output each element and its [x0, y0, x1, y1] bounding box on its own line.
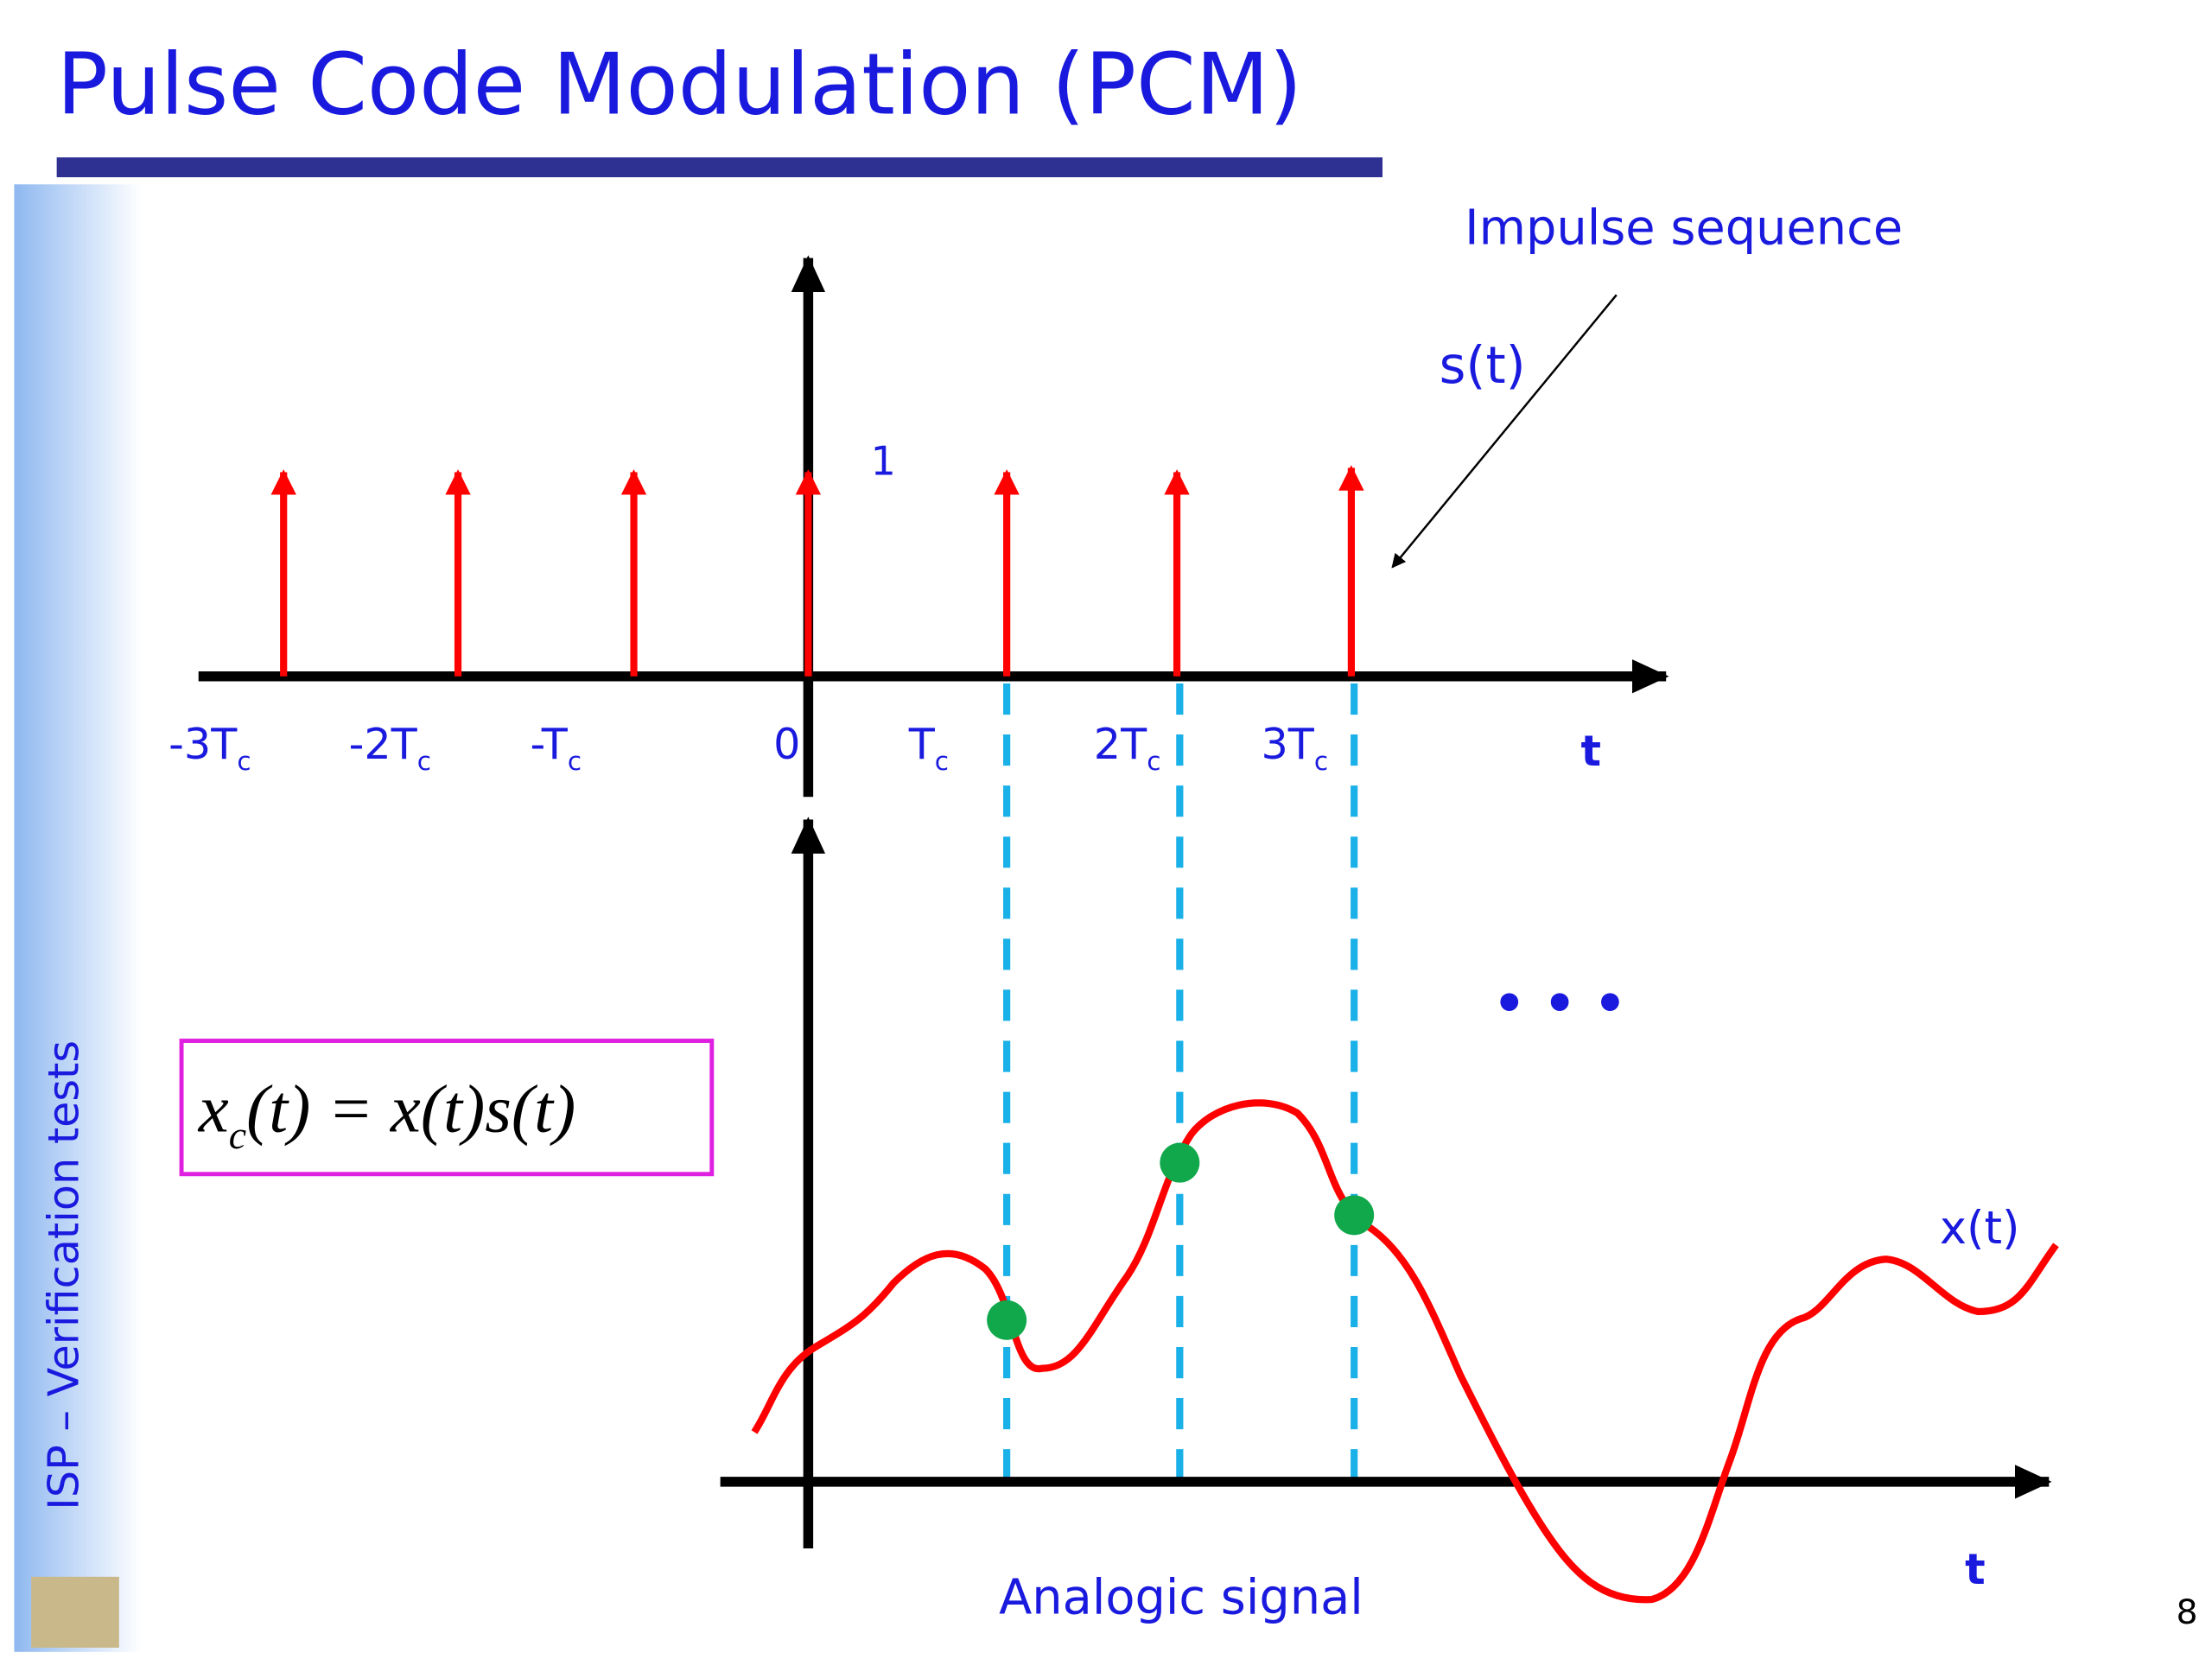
tick-sub: c	[417, 747, 431, 776]
sample-guides	[1003, 683, 1358, 1478]
tick-label: -Tc	[531, 719, 582, 776]
signal-label: s(t)	[1440, 335, 1526, 395]
tick-sub: c	[568, 747, 582, 776]
equation: xc(t) = x(t)s(t)	[198, 1072, 575, 1158]
page-number: 8	[2177, 1592, 2198, 1632]
axis-label: t	[1580, 726, 1601, 776]
analog-signal	[751, 1099, 2059, 1604]
tick-sub: c	[237, 747, 251, 776]
axis-label: t	[1965, 1544, 1986, 1594]
sidebar	[14, 184, 143, 1652]
annotation-arrow	[1391, 294, 1618, 569]
top-plot: -3Tc -2Tc -Tc 0 Tc 2Tc 3Tc t 1 s(t) Impulse se…	[168, 200, 1903, 798]
sample-point	[1334, 1195, 1375, 1236]
tick-sub: c	[1314, 747, 1328, 776]
title: Pulse Code Modulation (PCM)	[57, 35, 1302, 134]
title-bar	[56, 157, 1383, 178]
equation-lhs: x	[198, 1072, 229, 1147]
tick-label: 2Tc	[1094, 719, 1161, 776]
tick-label: -2Tc	[349, 719, 431, 776]
caption: Analogic signal	[999, 1569, 1363, 1625]
tick-main: T	[908, 719, 936, 769]
amplitude-label: 1	[871, 438, 896, 485]
annotation: Impulse sequence	[1465, 200, 1903, 256]
equation-box	[179, 1039, 715, 1177]
bottom-plot: • • • x(t) t Analogic signal	[720, 817, 2059, 1625]
tick-main: 0	[773, 719, 800, 769]
tick-main: 3T	[1261, 719, 1314, 769]
logo	[31, 1576, 119, 1648]
equation-rhs: (t) = x(t)s(t)	[246, 1072, 575, 1147]
sample-point	[987, 1300, 1027, 1340]
tick-label: 0	[773, 719, 800, 769]
sample-point	[1160, 1142, 1200, 1183]
signal-label: x(t)	[1940, 1202, 2020, 1255]
tick-label: 3Tc	[1261, 719, 1328, 776]
tick-sub: c	[1147, 747, 1160, 776]
tick-label: Tc	[908, 719, 949, 776]
ellipsis: • • •	[1493, 974, 1626, 1033]
tick-sub: c	[935, 747, 949, 776]
tick-label: -3Tc	[168, 719, 251, 776]
equation-sub: c	[229, 1113, 246, 1157]
tick-main: -2T	[349, 719, 418, 769]
tick-main: -3T	[168, 719, 238, 769]
tick-main: 2T	[1094, 719, 1147, 769]
sidebar-text: ISP – Verification tests	[38, 1040, 88, 1510]
tick-main: -T	[531, 719, 569, 769]
